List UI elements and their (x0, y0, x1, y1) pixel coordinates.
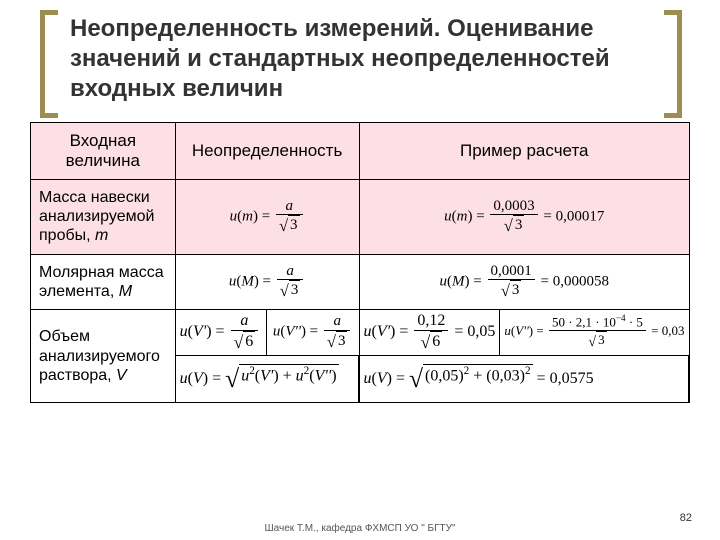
cell-example: u(M) = 0,00013 = 0,000058 (359, 254, 690, 309)
cell-example: u(V') = 0,126 = 0,05u(V'') = 50 · 2,1 · … (359, 309, 690, 402)
col-example: Пример расчета (359, 123, 690, 180)
footer-text: Шачек Т.М., кафедра ФХМСП УО " БГТУ" (0, 523, 720, 534)
col-uncertainty: Неопределенность (175, 123, 359, 180)
cell-uncertainty: u(M) = a3 (175, 254, 359, 309)
bracket-right-icon (660, 10, 682, 118)
col-input-quantity: Входная величина (31, 123, 176, 180)
cell-uncertainty: u(V') = a6u(V'') = a3u(V) = u2(V') + u2(… (175, 309, 359, 402)
bracket-left-icon (40, 10, 62, 118)
cell-example: u(m) = 0,00033 = 0,00017 (359, 180, 690, 255)
table-row: Молярная масса элемента, Mu(M) = a3u(M) … (31, 254, 690, 309)
uncertainty-table: Входная величина Неопределенность Пример… (30, 122, 690, 403)
page-number: 82 (680, 512, 692, 524)
cell-uncertainty: u(m) = a3 (175, 180, 359, 255)
table-header-row: Входная величина Неопределенность Пример… (31, 123, 690, 180)
table-body: Масса навески анализируемой пробы, mu(m)… (31, 180, 690, 403)
cell-quantity: Масса навески анализируемой пробы, m (31, 180, 176, 255)
page-title: Неопределенность измерений. Оценивание з… (70, 14, 660, 104)
cell-quantity: Молярная масса элемента, M (31, 254, 176, 309)
table-row-volume: Объем анализируемого раствора, Vu(V') = … (31, 309, 690, 402)
cell-quantity: Объем анализируемого раствора, V (31, 309, 176, 402)
table-row: Масса навески анализируемой пробы, mu(m)… (31, 180, 690, 255)
